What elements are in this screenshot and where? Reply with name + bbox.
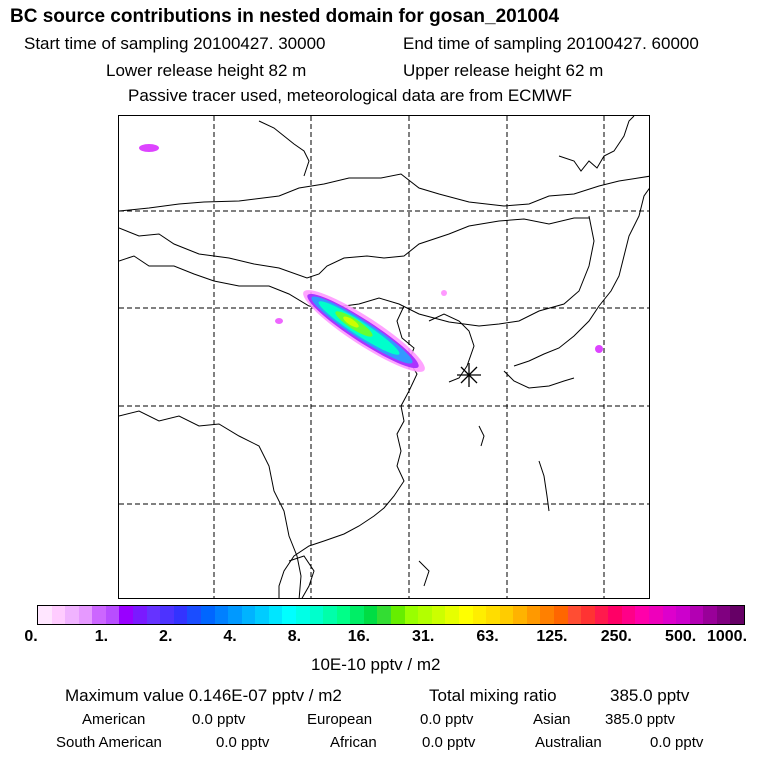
- map-canvas: [119, 116, 649, 598]
- colorbar-segment: [499, 606, 514, 624]
- american-value: 0.0 pptv: [192, 711, 246, 728]
- colorbar-tick-label: 31.: [412, 628, 435, 645]
- start-time-label: Start time of sampling 20100427. 30000: [24, 34, 326, 53]
- max-value-label: Maximum value 0.146E-07 pptv / m2: [65, 686, 342, 705]
- american-label: American: [82, 711, 146, 728]
- colorbar-segment: [241, 606, 256, 624]
- african-value: 0.0 pptv: [422, 734, 476, 751]
- australian-label: Australian: [535, 734, 602, 751]
- colorbar-segment: [363, 606, 378, 624]
- south-american-label: South American: [56, 734, 162, 751]
- colorbar-segment: [391, 606, 405, 624]
- colorbar-segment: [662, 606, 677, 624]
- colorbar-tick-label: 500.: [665, 628, 697, 645]
- colorbar-segment: [309, 606, 324, 624]
- colorbar-segment: [608, 606, 622, 624]
- south-american-value: 0.0 pptv: [216, 734, 270, 751]
- colorbar-segment: [65, 606, 79, 624]
- colorbar-segment: [255, 606, 269, 624]
- colorbar-segment: [689, 606, 704, 624]
- colorbar: [37, 605, 745, 625]
- colorbar-segment: [228, 606, 242, 624]
- colorbar-tick-label: 2.: [159, 628, 173, 645]
- receptor-star-marker: [457, 363, 481, 387]
- coastlines: [119, 116, 649, 598]
- map-panel: [118, 115, 650, 599]
- colorbar-tick-label: 125.: [536, 628, 568, 645]
- colorbar-segment: [486, 606, 500, 624]
- colorbar-segment: [214, 606, 229, 624]
- colorbar-segment: [160, 606, 174, 624]
- colorbar-segment: [38, 606, 52, 624]
- colorbar-segment: [105, 606, 120, 624]
- upper-height-label: Upper release height 62 m: [403, 61, 604, 80]
- colorbar-segment: [594, 606, 609, 624]
- plot-title: BC source contributions in nested domain…: [10, 6, 560, 27]
- colorbar-segment: [567, 606, 582, 624]
- colorbar-segment: [173, 606, 188, 624]
- colorbar-segment: [323, 606, 337, 624]
- colorbar-segment: [418, 606, 432, 624]
- colorbar-tick-label: 1000.: [706, 628, 748, 645]
- colorbar-segment: [581, 606, 595, 624]
- total-mixing-label: Total mixing ratio: [429, 686, 557, 705]
- colorbar-segment: [540, 606, 554, 624]
- colorbar-segment: [133, 606, 147, 624]
- plume: [139, 144, 603, 372]
- colorbar-segment: [51, 606, 66, 624]
- colorbar-segment: [730, 606, 745, 624]
- tracer-note: Passive tracer used, meteorological data…: [128, 86, 573, 105]
- total-mixing-value: 385.0 pptv: [610, 686, 690, 705]
- european-value: 0.0 pptv: [420, 711, 474, 728]
- colorbar-tick-label: 0.: [24, 628, 38, 645]
- colorbar-segment: [621, 606, 636, 624]
- colorbar-segment: [404, 606, 419, 624]
- colorbar-segment: [445, 606, 459, 624]
- colorbar-tick-label: 4.: [223, 628, 237, 645]
- colorbar-segment: [676, 606, 690, 624]
- colorbar-segment: [513, 606, 527, 624]
- colorbar-segment: [472, 606, 487, 624]
- colorbar-segment: [377, 606, 392, 624]
- colorbar-segment: [268, 606, 283, 624]
- colorbar-tick-label: 16.: [347, 628, 370, 645]
- colorbar-segment: [716, 606, 731, 624]
- colorbar-segment: [649, 606, 663, 624]
- colorbar-segment: [282, 606, 296, 624]
- australian-value: 0.0 pptv: [650, 734, 704, 751]
- colorbar-segment: [553, 606, 568, 624]
- colorbar-segment: [200, 606, 215, 624]
- asian-value: 385.0 pptv: [605, 711, 676, 728]
- colorbar-segment: [526, 606, 541, 624]
- european-label: European: [307, 711, 373, 728]
- colorbar-segment: [458, 606, 473, 624]
- end-time-label: End time of sampling 20100427. 60000: [403, 34, 699, 53]
- colorbar-segment: [336, 606, 351, 624]
- colorbar-segment: [295, 606, 310, 624]
- colorbar-segment: [431, 606, 446, 624]
- asian-label: Asian: [533, 711, 571, 728]
- colorbar-segment: [703, 606, 717, 624]
- colorbar-segment: [78, 606, 93, 624]
- colorbar-tick-label: 250.: [600, 628, 632, 645]
- lower-height-label: Lower release height 82 m: [106, 61, 307, 80]
- colorbar-units: 10E-10 pptv / m2: [311, 655, 441, 674]
- colorbar-segment: [92, 606, 106, 624]
- colorbar-segment: [119, 606, 134, 624]
- colorbar-tick-label: 8.: [287, 628, 302, 645]
- african-label: African: [330, 734, 377, 751]
- colorbar-tick-label: 63.: [476, 628, 499, 645]
- colorbar-tick-label: 1.: [94, 628, 109, 645]
- colorbar-segment: [146, 606, 161, 624]
- colorbar-segment: [187, 606, 201, 624]
- colorbar-segment: [350, 606, 364, 624]
- colorbar-segment: [635, 606, 650, 624]
